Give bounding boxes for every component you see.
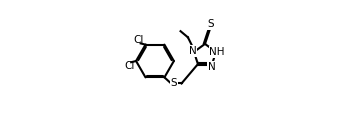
Text: NH: NH [210, 47, 225, 57]
Text: N: N [208, 62, 216, 72]
Text: N: N [189, 46, 197, 56]
Text: Cl: Cl [124, 61, 135, 71]
Text: S: S [208, 19, 214, 29]
Text: S: S [171, 78, 177, 88]
Text: Cl: Cl [134, 35, 144, 45]
